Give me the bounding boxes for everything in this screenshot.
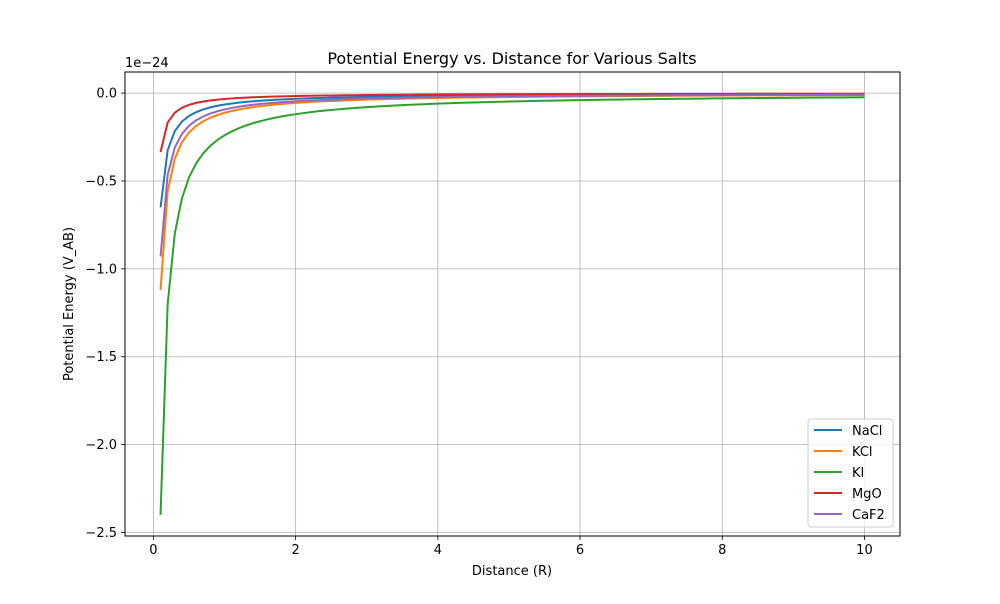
series-lines [159,92,865,515]
x-tick-label: 4 [434,543,442,558]
series-line-caf2 [159,93,865,257]
x-tick-label: 10 [856,543,873,558]
legend-label-ki: KI [852,466,864,481]
y-tick-label: −1.5 [85,350,117,365]
y-axis-label: Potential Energy (V_AB) [62,227,77,381]
x-tick-label: 8 [718,543,726,558]
legend-label-kcl: KCl [852,445,873,460]
legend-label-caf2: CaF2 [852,508,885,523]
legend-label-nacl: NaCl [852,424,882,439]
y-tick-label: 0.0 [96,87,117,102]
legend: NaCl KCl KI MgO CaF2 [807,418,894,528]
x-axis-ticks: 0 2 4 6 8 10 [149,536,873,558]
legend-box [807,418,894,528]
y-tick-label: −0.5 [85,174,117,189]
y-tick-label: −1.0 [85,262,117,277]
plot-frame [124,71,901,537]
y-tick-label: −2.5 [85,526,117,541]
series-line-ki [159,96,865,515]
series-line-mgo [159,92,865,153]
x-tick-label: 6 [576,543,584,558]
x-tick-label: 2 [292,543,300,558]
y-axis-ticks: 0.0 −0.5 −1.0 −1.5 −2.0 −2.5 [85,87,125,541]
legend-label-mgo: MgO [852,487,882,502]
x-tick-label: 0 [149,543,157,558]
chart-title: Potential Energy vs. Distance for Variou… [327,49,696,68]
x-axis-label: Distance (R) [472,564,552,579]
y-axis-offset-label: 1e−24 [125,56,169,71]
y-tick-label: −2.0 [85,438,117,453]
